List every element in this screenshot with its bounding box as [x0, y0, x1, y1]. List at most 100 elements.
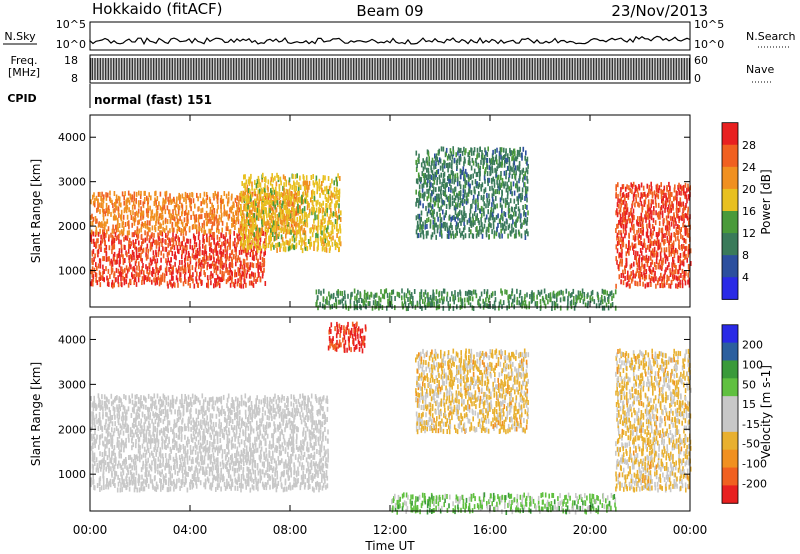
data-cell [474, 179, 477, 184]
data-cell [336, 193, 338, 199]
data-cell [513, 297, 516, 303]
data-cell [245, 273, 248, 279]
data-cell [322, 200, 324, 206]
data-cell [451, 200, 454, 206]
data-cell [224, 236, 226, 242]
data-cell [339, 290, 342, 296]
data-cell [100, 485, 103, 491]
data-cell [183, 217, 186, 223]
data-cell [442, 305, 445, 311]
data-cell [480, 195, 483, 201]
data-cell [179, 276, 181, 282]
data-cell [252, 222, 254, 228]
data-cell [322, 207, 325, 213]
nave-tick-high: 60 [694, 54, 708, 67]
data-cell [499, 197, 502, 203]
data-cell [249, 262, 252, 268]
data-cell [99, 209, 101, 215]
data-cell [504, 154, 506, 160]
data-cell [427, 151, 430, 157]
data-cell [500, 171, 502, 176]
data-cell [625, 258, 628, 264]
data-cell [311, 210, 313, 216]
data-cell [493, 160, 496, 166]
data-cell [497, 174, 500, 180]
data-cell [637, 201, 639, 207]
data-cell [660, 194, 663, 200]
data-cell [114, 460, 117, 466]
data-cell [469, 216, 472, 222]
data-cell [91, 266, 94, 272]
data-cell [648, 188, 650, 194]
data-cell [286, 224, 289, 230]
data-cell [242, 271, 244, 277]
data-cell [255, 250, 257, 256]
data-cell [213, 208, 216, 213]
data-cell [444, 191, 447, 197]
data-cell [293, 193, 295, 199]
data-cell [315, 225, 318, 231]
data-cell [275, 198, 278, 204]
data-cell [319, 235, 322, 241]
data-cell [103, 236, 106, 242]
data-cell [196, 192, 198, 198]
data-cell [275, 191, 277, 196]
data-cell [333, 302, 336, 308]
data-cell [229, 239, 231, 245]
data-cell [621, 261, 623, 267]
data-cell [474, 207, 477, 212]
data-cell [607, 305, 610, 311]
data-cell [110, 401, 113, 407]
data-cell [160, 212, 162, 218]
data-cell [449, 178, 451, 184]
data-cell [169, 228, 171, 234]
data-cell [100, 196, 102, 202]
data-cell [289, 183, 292, 189]
data-cell [303, 175, 305, 181]
data-cell [511, 207, 514, 213]
data-cell [472, 233, 475, 239]
data-cell [184, 254, 187, 260]
data-cell [217, 280, 220, 286]
data-cell [314, 210, 316, 216]
data-cell [629, 187, 631, 193]
data-cell [498, 189, 500, 195]
data-cell [427, 174, 430, 180]
data-cell [101, 221, 103, 227]
data-cell [422, 173, 425, 179]
data-cell [652, 199, 654, 205]
data-cell [168, 212, 171, 218]
data-cell [419, 193, 422, 198]
data-cell [446, 222, 448, 228]
data-cell [99, 451, 101, 457]
data-cell [683, 251, 686, 256]
data-cell [441, 198, 443, 204]
data-cell [453, 179, 455, 185]
data-cell [276, 247, 278, 253]
data-cell [298, 220, 301, 225]
data-cell [218, 259, 220, 265]
data-cell [106, 218, 109, 224]
data-cell [452, 230, 454, 236]
data-cell [383, 289, 386, 295]
data-cell [286, 240, 289, 246]
data-cell [443, 288, 446, 294]
data-cell [255, 226, 257, 231]
data-cell [544, 303, 547, 309]
data-cell [173, 245, 176, 251]
data-cell [221, 277, 224, 282]
data-cell [263, 177, 266, 183]
data-cell [302, 229, 304, 235]
data-cell [521, 222, 523, 228]
data-cell [204, 249, 207, 254]
data-cell [496, 147, 498, 153]
data-cell [323, 234, 325, 240]
data-cell [242, 258, 245, 264]
data-cell [330, 219, 332, 225]
data-cell [283, 195, 285, 201]
data-cell [424, 179, 427, 185]
data-cell [240, 274, 243, 280]
data-cell [453, 198, 456, 203]
data-cell [681, 212, 684, 218]
data-cell [224, 253, 227, 259]
